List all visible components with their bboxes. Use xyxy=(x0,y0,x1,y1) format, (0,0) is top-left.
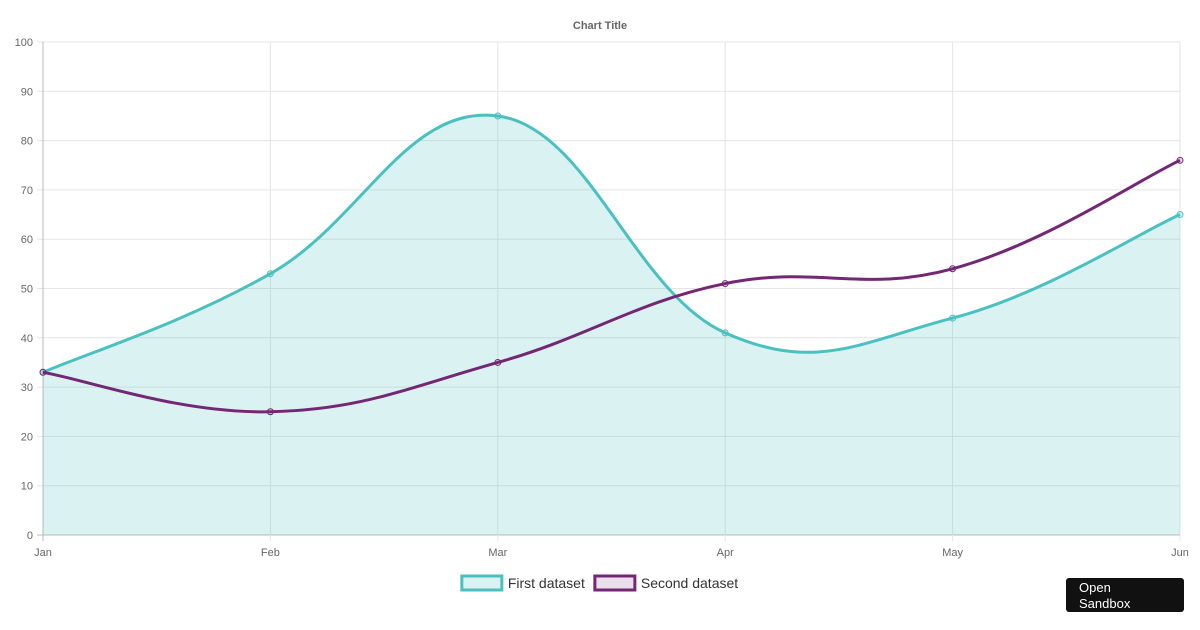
y-tick-label: 50 xyxy=(21,284,33,296)
y-tick-label: 60 xyxy=(21,234,33,246)
y-tick-label: 30 xyxy=(21,382,33,394)
legend-label-2[interactable]: Second dataset xyxy=(641,575,738,591)
chart-title: Chart Title xyxy=(573,20,627,32)
x-tick-label: Jun xyxy=(1171,547,1189,559)
series-1-point[interactable] xyxy=(1176,211,1184,219)
series-1-point[interactable] xyxy=(266,270,274,278)
y-tick-label: 70 xyxy=(21,185,33,197)
series-2-line xyxy=(42,158,1181,414)
series-1-point[interactable] xyxy=(949,314,957,322)
series-2-point[interactable] xyxy=(266,408,274,416)
series-2-point[interactable] xyxy=(949,265,957,273)
x-tick-label: Apr xyxy=(717,547,734,559)
series-2-point[interactable] xyxy=(1176,156,1184,164)
series-2-point[interactable] xyxy=(494,358,502,366)
series-1-point[interactable] xyxy=(721,329,729,337)
y-tick-label: 0 xyxy=(27,530,33,542)
y-tick-label: 80 xyxy=(21,136,33,148)
legend-label-1[interactable]: First dataset xyxy=(508,575,585,591)
open-sandbox-button[interactable]: Open Sandbox xyxy=(1066,578,1184,612)
x-tick-label: Jan xyxy=(34,547,52,559)
series-2-point[interactable] xyxy=(721,280,729,288)
series-1-point[interactable] xyxy=(494,112,502,120)
x-tick-label: May xyxy=(942,547,963,559)
series-1-area xyxy=(43,115,1180,535)
legend-swatch-2[interactable] xyxy=(593,574,637,592)
x-tick-label: Mar xyxy=(488,547,507,559)
y-tick-label: 100 xyxy=(15,37,33,49)
series-1-line xyxy=(42,113,1181,374)
y-tick-label: 10 xyxy=(21,481,33,493)
x-tick-label: Feb xyxy=(261,547,280,559)
y-tick-label: 20 xyxy=(21,431,33,443)
legend-swatch-1[interactable] xyxy=(460,574,504,592)
y-tick-label: 40 xyxy=(21,333,33,345)
series-2-point[interactable] xyxy=(39,368,47,376)
y-tick-label: 90 xyxy=(21,86,33,98)
